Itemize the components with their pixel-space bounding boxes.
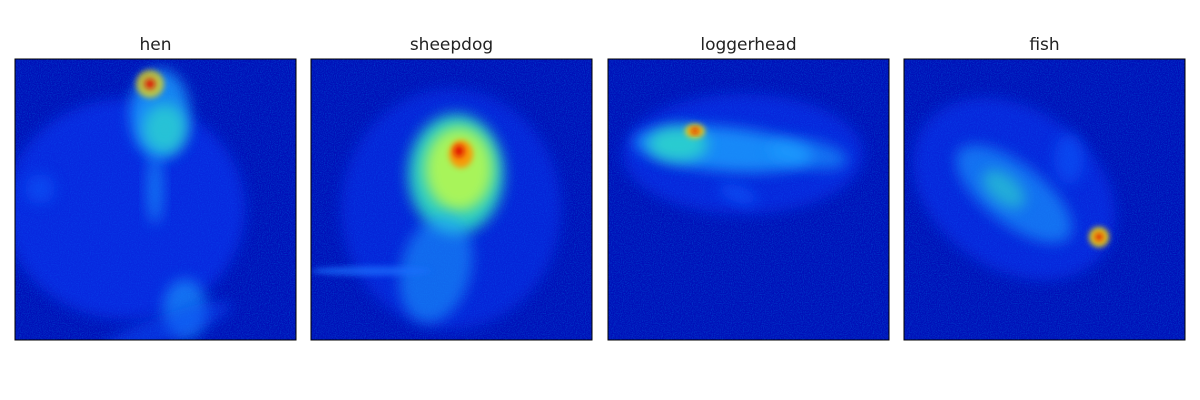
heatmap-blob — [15, 99, 245, 319]
panel-title: fish — [1029, 35, 1059, 55]
panel — [903, 58, 1186, 341]
heatmap-blob — [399, 215, 473, 323]
panel-frame — [310, 58, 593, 341]
heatmap-blob — [143, 104, 187, 154]
heatmap-blob — [1054, 134, 1084, 184]
panel-title: sheepdog — [410, 35, 493, 55]
heatmap-blob — [425, 127, 493, 211]
heatmap-blob — [454, 145, 464, 157]
panel-frame — [14, 58, 297, 341]
heatmap-blob — [311, 266, 431, 276]
heatmap-blob — [147, 154, 163, 224]
heatmap-blob — [1095, 233, 1103, 241]
heatmap-blob — [719, 183, 757, 205]
heatmap-blob — [691, 128, 699, 134]
heatmap — [904, 59, 1185, 340]
heatmap-blob — [982, 169, 1026, 209]
heatmap — [608, 59, 889, 340]
panel-title: hen — [139, 35, 171, 55]
panel — [310, 58, 593, 341]
heatmap — [311, 59, 592, 340]
panel-frame — [607, 58, 890, 341]
heatmap — [15, 59, 296, 340]
heatmap-blob — [25, 174, 55, 204]
panel — [14, 58, 297, 341]
heatmap-blob — [145, 79, 155, 89]
panel-frame — [903, 58, 1186, 341]
heatmap-blob — [99, 301, 231, 340]
heatmap-blob — [768, 138, 848, 170]
panel — [607, 58, 890, 341]
panel-title: loggerhead — [700, 35, 796, 55]
